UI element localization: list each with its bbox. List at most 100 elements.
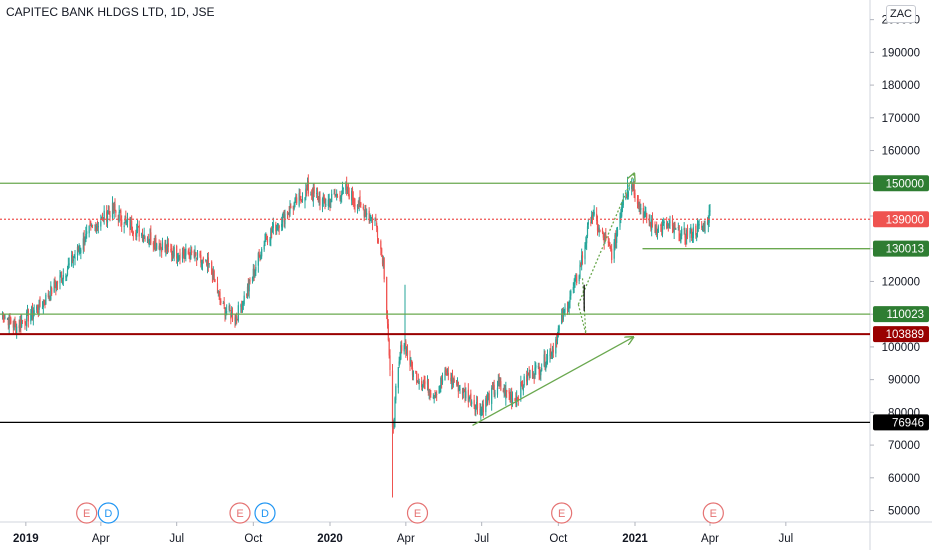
candle-body (269, 238, 271, 243)
candle-body (533, 376, 535, 379)
candle-body (411, 367, 414, 376)
candle-body (521, 383, 524, 389)
candle-body (581, 255, 584, 258)
candle-body (502, 389, 504, 393)
candle-body (149, 233, 151, 240)
candle-body (118, 211, 120, 222)
candle-body (84, 242, 86, 244)
candle-body (521, 381, 523, 386)
candle-body (365, 211, 367, 217)
candle-body (376, 222, 378, 228)
candle-body (79, 250, 81, 252)
candle-body (181, 252, 184, 259)
candle-body (459, 389, 461, 391)
candle-body (88, 225, 90, 234)
candle-body (217, 291, 219, 294)
candle-body (236, 318, 239, 321)
candle-body (580, 262, 582, 267)
candle-body (640, 208, 642, 210)
candle-body (45, 294, 47, 305)
candle-body (80, 249, 82, 253)
candle-body (576, 274, 578, 283)
currency-badge[interactable]: ZAC (886, 5, 916, 23)
candle-body (686, 227, 689, 237)
candle-body (136, 226, 139, 232)
candle-body (596, 220, 599, 231)
candle-body (336, 196, 339, 198)
candle-body (25, 323, 27, 325)
candle-body (331, 193, 333, 203)
candle-body (691, 235, 694, 238)
candle-body (585, 243, 587, 248)
candle-body (295, 196, 297, 200)
candle-body (247, 285, 249, 291)
candle-body (325, 204, 327, 206)
candle-body (463, 388, 465, 391)
candle-body (531, 368, 534, 379)
candle-body (351, 188, 354, 200)
candle-body (246, 286, 249, 296)
y-tick-label: 190000 (882, 47, 920, 59)
level-badge (873, 414, 929, 431)
candle-body (427, 379, 429, 393)
candle-body (341, 186, 344, 195)
candle-body (14, 321, 16, 325)
candle-body (661, 227, 663, 232)
candle-body (450, 377, 452, 382)
candle-body (508, 389, 510, 394)
candle-body (467, 389, 469, 403)
candle-body (671, 220, 674, 227)
candle-body (313, 186, 315, 194)
candle-body (47, 293, 49, 298)
candle-body (36, 306, 38, 310)
candle-body (575, 276, 577, 279)
candle-body (144, 236, 146, 242)
candle-body (399, 356, 401, 363)
candle-body (551, 352, 553, 355)
candle-body (428, 390, 430, 393)
candle-body (31, 307, 34, 317)
candle-body (164, 242, 166, 249)
candle-body (100, 221, 102, 227)
candle-body (376, 227, 379, 237)
candle-body (496, 387, 499, 395)
candle-body (667, 223, 669, 225)
candle-body (514, 398, 516, 401)
earnings-event-icon (406, 502, 429, 524)
candle-body (592, 212, 594, 216)
candle-body (421, 385, 424, 387)
candle-body (503, 387, 505, 394)
candle-body (322, 195, 324, 201)
candle-body (544, 356, 546, 367)
candle-body (438, 386, 440, 394)
x-tick-label: Jul (474, 533, 489, 545)
candle-body (597, 229, 599, 231)
candle-body (598, 227, 600, 233)
candle-body (550, 350, 552, 357)
candle-body (264, 240, 266, 243)
candle-body (586, 226, 589, 237)
candle-body (183, 252, 185, 256)
candle-body (49, 297, 51, 299)
candle-body (159, 244, 161, 252)
trendline (472, 337, 634, 427)
candle-body (126, 219, 129, 223)
candle-body (619, 216, 621, 227)
candle-body (411, 360, 413, 367)
candle-body (202, 257, 204, 260)
candle-body (499, 383, 501, 385)
candle-body (353, 201, 355, 203)
candle-body (260, 255, 262, 260)
candle-body (83, 236, 85, 246)
candle-body (397, 367, 399, 388)
candle-body (235, 317, 237, 324)
candle-body (418, 380, 420, 385)
candle-body (440, 377, 442, 388)
candle-body (177, 257, 179, 262)
candle-body (706, 222, 709, 224)
candle-body (516, 397, 519, 399)
candle-body (160, 243, 162, 247)
candle-body (278, 225, 280, 229)
